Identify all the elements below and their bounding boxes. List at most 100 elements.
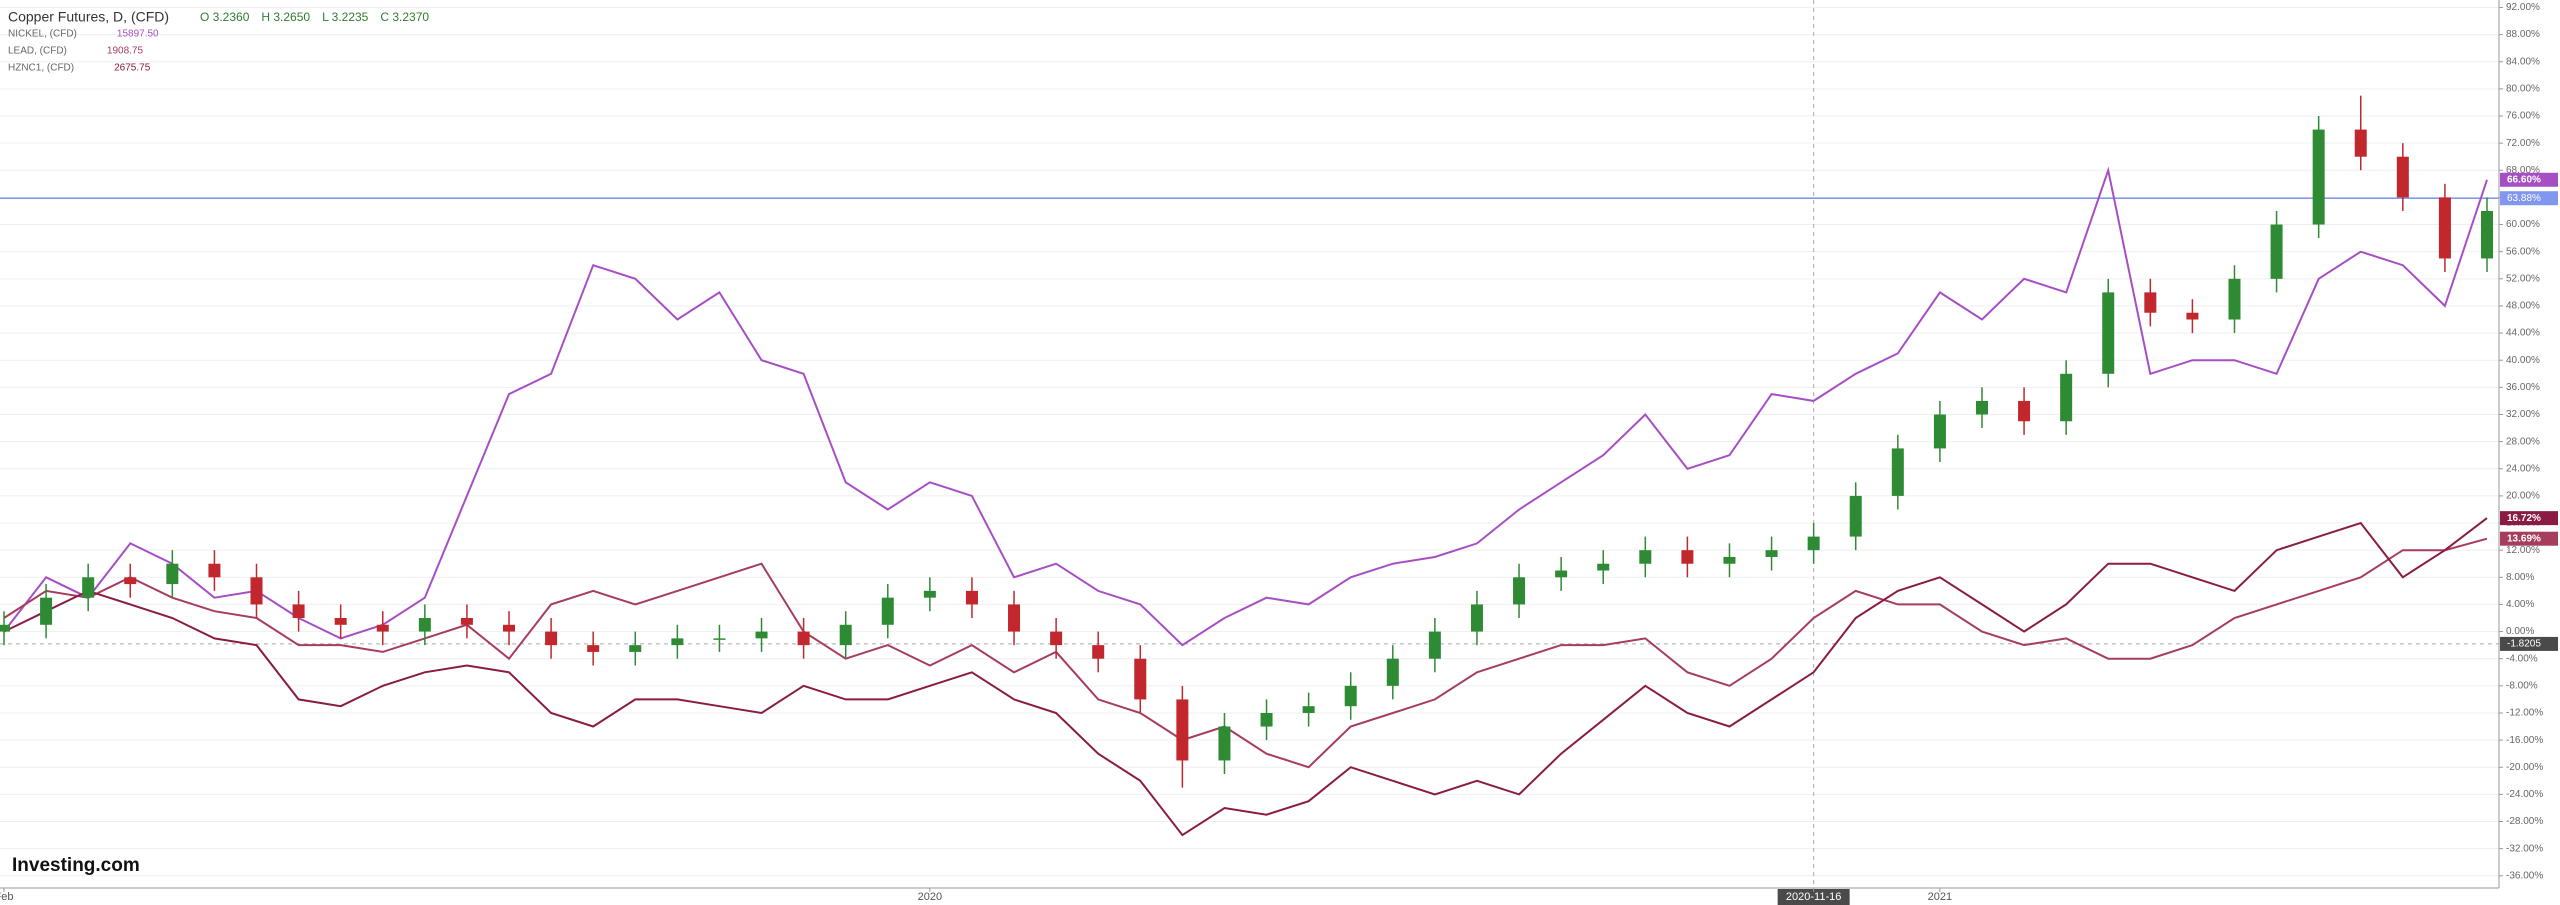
y-tick-label: -36.00% [2506,870,2543,881]
candle-body [40,597,53,625]
candle-body [1975,400,1988,415]
candle-body [1218,726,1231,761]
last-value-box [2500,531,2558,546]
candle-body [1092,645,1105,659]
candle-body [587,645,600,652]
candle-body [1470,604,1483,632]
legend-value: 2675.75 [114,63,151,74]
y-tick-label: 68.00% [2506,165,2540,176]
candle-body [1849,495,1862,537]
candle-body [166,563,179,585]
candle-body [1681,550,1694,564]
candle-body [1344,685,1357,707]
candle-body [1555,570,1568,578]
legend-value: 15897.50 [117,29,159,40]
plot [0,95,2499,837]
candle-body [2186,312,2199,320]
chart-title: Copper Futures, D, (CFD) [8,9,169,25]
candle-body [1134,658,1147,700]
y-tick-label: -20.00% [2506,762,2543,773]
horizontal-line-box [2500,191,2558,206]
candle-body [2481,210,2493,259]
ohlc-readout: H 3.2650 [261,10,310,24]
y-tick-label: 76.00% [2506,111,2540,122]
y-tick-label: 4.00% [2506,599,2534,610]
candle-body [124,577,137,585]
crosshair-y-box [2500,636,2558,651]
last-value-label: 13.69% [2507,533,2541,544]
y-tick-label: -28.00% [2506,816,2543,827]
candle-body [1260,712,1273,727]
candle-body [2018,400,2031,422]
candle-body [292,604,305,619]
candle-body [1933,414,1946,449]
y-tick-label: 48.00% [2506,301,2540,312]
y-tick-label: -8.00% [2506,680,2538,691]
candle-body [1008,604,1021,632]
y-tick-label: 0.00% [2506,626,2534,637]
y-tick-label: 52.00% [2506,273,2540,284]
y-tick-label: -12.00% [2506,708,2543,719]
legend-entry: LEAD, (CFD) [8,46,67,57]
y-tick-label: 44.00% [2506,328,2540,339]
x-tick-label: 2020-11-16 [1786,891,1841,903]
candle-body [2270,224,2283,279]
last-value-label: 16.72% [2507,513,2541,524]
candle-body [460,618,473,625]
candle-body [0,624,10,632]
crosshair-x-box [1777,889,1850,905]
y-tick-label: -16.00% [2506,735,2543,746]
y-tick-label: 60.00% [2506,219,2540,230]
y-tick-label: 36.00% [2506,382,2540,393]
ohlc-readout: L 3.2235 [322,10,369,24]
candle-body [1639,550,1652,564]
candle-body [418,618,431,632]
candle-body [2354,129,2367,157]
legend-entry: HZNC1, (CFD) [8,63,74,74]
candle-body [1176,699,1189,761]
legend-entry: NICKEL, (CFD) [8,29,77,40]
y-tick-label: -24.00% [2506,789,2543,800]
y-tick-label: -4.00% [2506,653,2538,664]
candle-body [82,577,95,598]
ohlc-readout: O 3.2360 [200,10,250,24]
y-tick-label: 28.00% [2506,436,2540,447]
candle-body [1723,556,1736,564]
candle-body [671,638,684,646]
candle-body [334,618,347,625]
candle-body [1302,706,1315,713]
y-tick-label: 88.00% [2506,29,2540,40]
grid [0,0,2499,888]
candle-body [713,638,726,640]
last-value-box [2500,172,2558,187]
candle-body [2060,373,2073,422]
line-series [3,166,2488,647]
candle-body [1386,658,1399,686]
line-series [3,537,2488,769]
candle-body [250,577,263,605]
y-tick-label: 92.00% [2506,2,2540,13]
y-tick-label: 80.00% [2506,84,2540,95]
candle-body [881,597,894,625]
candle-body [2438,197,2451,259]
candle-body [2396,156,2409,198]
candle-body [503,624,516,632]
candle-body [797,631,810,646]
y-tick-label: 72.00% [2506,138,2540,149]
candle-body [1765,550,1778,557]
candle-body [208,563,221,578]
candle-body [923,590,936,598]
y-tick-label: 40.00% [2506,355,2540,366]
line-series [3,517,2488,837]
y-tick-label: 8.00% [2506,572,2534,583]
candle-body [1597,563,1610,571]
y-tick-label: 20.00% [2506,491,2540,502]
ohlc-readout: C 3.2370 [380,10,429,24]
y-tick-label: 84.00% [2506,56,2540,67]
x-tick-label: 2021 [1928,891,1952,903]
candle-body [2144,292,2157,313]
candle-body [1891,448,1904,496]
candle-body [2312,129,2325,225]
